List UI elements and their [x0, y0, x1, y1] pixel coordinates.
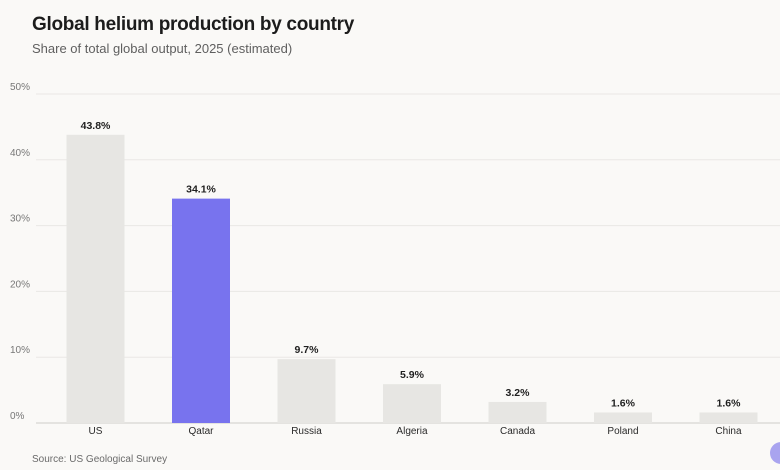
category-label: Russia [291, 426, 322, 437]
y-tick-label: 50% [10, 82, 30, 93]
value-label: 1.6% [717, 397, 742, 409]
category-label: Canada [500, 426, 535, 437]
chart-title: Global helium production by country [32, 14, 355, 35]
category-labels: US Qatar Russia Algeria Canada Poland China [89, 426, 742, 437]
bar-us [66, 134, 125, 423]
category-label: Poland [607, 426, 638, 437]
corner-avatar-icon [770, 442, 780, 464]
bar-canada [488, 401, 547, 423]
value-label: 43.8% [81, 120, 111, 132]
value-label: 34.1% [186, 184, 216, 196]
chart-subtitle: Share of total global output, 2025 (esti… [32, 41, 293, 56]
value-label: 1.6% [611, 397, 636, 409]
y-tick-label: 40% [10, 148, 30, 159]
category-label: Algeria [396, 426, 428, 437]
y-axis-ticks: 0% 10% 20% 30% 40% 50% [10, 82, 30, 422]
value-label: 3.2% [506, 387, 531, 399]
value-label: 9.7% [295, 344, 320, 356]
y-tick-label: 10% [10, 345, 30, 356]
y-tick-label: 20% [10, 279, 30, 290]
y-tick-label: 0% [10, 411, 25, 422]
bar-qatar [172, 198, 230, 423]
category-label: US [89, 426, 103, 437]
source-note: Source: US Geological Survey [32, 454, 167, 465]
bar-algeria [383, 384, 441, 423]
value-label: 5.9% [400, 369, 425, 381]
category-label: Qatar [188, 426, 214, 437]
bar-poland [594, 412, 652, 423]
bar-russia [277, 359, 336, 423]
y-tick-label: 30% [10, 214, 30, 225]
source-text: US Geological Survey [69, 454, 168, 465]
category-label: China [715, 426, 742, 437]
bars [66, 134, 758, 423]
value-labels: 43.8% 34.1% 9.7% 5.9% 3.2% 1.6% 1.6% [81, 120, 742, 410]
bar-china [699, 412, 758, 423]
source-prefix: Source: [32, 454, 70, 465]
